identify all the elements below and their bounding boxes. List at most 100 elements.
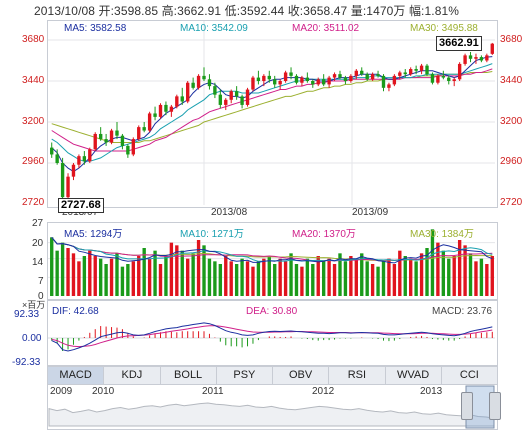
time-navigator[interactable]: 2009 2010 2011 2012 2013 (47, 384, 498, 430)
volume-bar (474, 261, 478, 296)
price-ytick-left: 2720 (22, 197, 45, 208)
candle-body (392, 75, 397, 85)
volume-bar (137, 256, 141, 296)
volume-bar (419, 253, 424, 296)
volume-bar (180, 250, 184, 296)
candle-body (240, 96, 244, 105)
volume-bar (457, 240, 462, 296)
volume-bar (332, 264, 337, 296)
candle-body (153, 113, 157, 117)
volume-bar (485, 264, 489, 296)
candle-body (425, 65, 429, 75)
navigator-left-handle[interactable] (461, 392, 473, 420)
candle-body (71, 164, 76, 177)
volume-bar (479, 258, 484, 296)
candle-body (376, 74, 380, 76)
volume-bar (50, 237, 54, 296)
volume-ma20-line (51, 236, 493, 262)
candle-body (88, 149, 92, 162)
macd-ytick: 92.33 (14, 309, 40, 320)
candle-body (370, 74, 375, 80)
volume-bar (452, 256, 456, 296)
volume-bar (490, 256, 494, 296)
candle-body (479, 57, 484, 61)
candle-body (327, 77, 331, 85)
candle-body (316, 79, 320, 85)
volume-bar (60, 242, 65, 296)
volume-bar (447, 258, 451, 296)
candle-body (354, 70, 358, 76)
candle-body (419, 65, 424, 71)
candle-body (218, 94, 223, 105)
volume-bar (262, 258, 266, 296)
dea-line (51, 325, 493, 348)
volume-bar (392, 264, 397, 296)
volume-bar (153, 250, 157, 296)
volume-bar (273, 264, 277, 296)
volume-bar (305, 258, 310, 296)
candle-body (256, 77, 261, 81)
candle-body (332, 74, 337, 78)
tab-rsi[interactable]: RSI (329, 367, 386, 384)
volume-ma5-legend: MA5: 1294万 (64, 229, 123, 240)
candle-body (104, 139, 108, 143)
candle-body (77, 156, 81, 165)
candle-body (360, 70, 364, 75)
volume-bar (370, 264, 375, 296)
macd-dif-legend: DIF: 42.68 (52, 306, 99, 317)
tab-obv[interactable]: OBV (273, 367, 330, 384)
volume-bar (403, 256, 407, 296)
volume-bar (425, 248, 429, 296)
ma10-line (51, 63, 493, 162)
volume-ma10-legend: MA10: 1271万 (180, 229, 244, 240)
volume-ytick: 0 (38, 291, 44, 302)
price-panel[interactable] (47, 20, 498, 208)
candle-body (93, 133, 97, 150)
volume-bar (229, 261, 233, 296)
tab-kdj[interactable]: KDJ (104, 367, 161, 384)
volume-bar (398, 250, 402, 296)
price-ytick-right: 3680 (500, 34, 523, 45)
high-value: 3662.91 (177, 4, 222, 18)
tab-macd[interactable]: MACD (48, 367, 105, 384)
price-ytick-left: 3440 (22, 75, 45, 86)
volume-bar (321, 261, 326, 296)
candle-body (338, 74, 342, 78)
candle-body (245, 89, 250, 105)
navigator-year: 2009 (50, 386, 73, 397)
price-ytick-left: 2960 (22, 156, 45, 167)
volume-bar (131, 261, 135, 296)
volume-ytick: 20 (32, 238, 44, 249)
volume-bar (441, 250, 446, 296)
volume-ma30-legend: MA30: 1384万 (410, 229, 474, 240)
ma20-line (51, 68, 493, 152)
candle-body (403, 72, 407, 75)
volume-bar (354, 258, 358, 296)
volume-unit: ×百万 (22, 300, 46, 310)
candle-body (300, 77, 304, 83)
price-ytick-right: 2720 (500, 197, 523, 208)
volume-bar (142, 248, 146, 296)
candle-body (55, 154, 59, 163)
volume-ma20-legend: MA20: 1370万 (292, 229, 356, 240)
min-price-label: 2727.68 (58, 198, 104, 213)
candle-body (251, 77, 255, 90)
tab-boll[interactable]: BOLL (161, 367, 217, 384)
change-label: 幅: (408, 4, 425, 18)
tab-cci[interactable]: CCI (459, 369, 479, 381)
volume-bar (186, 258, 190, 296)
tab-psy[interactable]: PSY (217, 367, 273, 384)
navigator-right-handle[interactable] (489, 392, 501, 420)
volume-bar (164, 256, 168, 296)
candle-body (164, 104, 168, 112)
candle-body (207, 79, 212, 87)
volume-bar (251, 266, 255, 296)
navigator-year: 2010 (92, 386, 115, 397)
volume-bar (207, 258, 212, 296)
close-value: 3658.47 (303, 4, 348, 18)
macd-dea-legend: DEA: 30.80 (246, 306, 298, 317)
max-price-label: 3662.91 (436, 36, 482, 51)
price-ma20-legend: MA20: 3511.02 (292, 23, 360, 34)
quote-header: 2013/10/08 开:3598.85 高:3662.91 低:3592.44… (34, 2, 459, 19)
tab-wvad[interactable]: WVAD (386, 367, 442, 384)
